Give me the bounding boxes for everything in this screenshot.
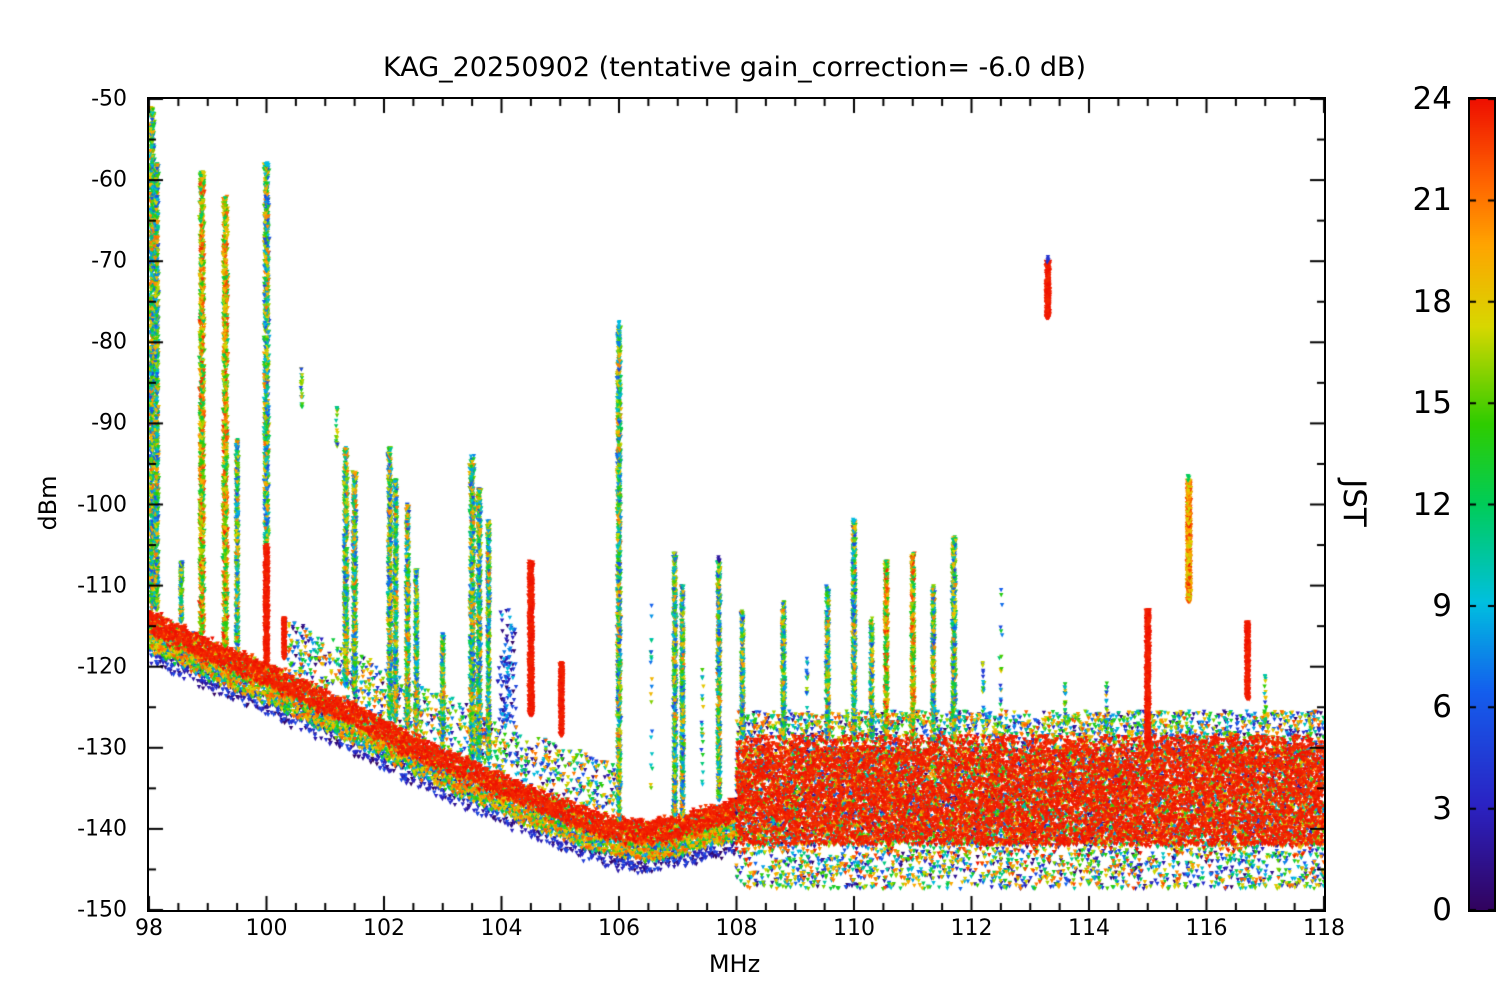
colorbar-tick-label: 18 <box>1412 283 1452 320</box>
colorbar-tick-label: 9 <box>1432 587 1452 624</box>
y-axis-tick-labels: -50 -60 -70 -80 -90 -100 -110 -120 -130 -140 -150 <box>40 87 137 923</box>
y-tick-label: -150 <box>77 897 127 923</box>
colorbar-axis-label: JST <box>1336 479 1372 527</box>
y-tick-label: -70 <box>91 248 127 274</box>
y-tick-label: -50 <box>91 86 127 112</box>
x-axis-label: MHz <box>708 950 761 978</box>
colorbar-tick-label: 6 <box>1432 689 1452 726</box>
x-tick-label: 102 <box>363 916 405 941</box>
colorbar-tick-label: 0 <box>1432 892 1452 928</box>
x-axis-tick-labels: 98 100 102 104 106 108 110 112 114 116 118 <box>135 916 1345 944</box>
y-tick-label: -130 <box>77 735 127 761</box>
y-tick-label: -140 <box>77 816 127 842</box>
x-tick-label: 118 <box>1303 916 1345 941</box>
y-tick-label: -60 <box>91 167 127 193</box>
colorbar-tick-label: 3 <box>1432 790 1452 827</box>
x-tick-label: 100 <box>245 916 288 941</box>
colorbar-tick-label: 15 <box>1412 385 1452 422</box>
y-tick-label: -80 <box>91 329 127 355</box>
colorbar-gradient-canvas <box>1470 99 1494 910</box>
x-tick-label: 106 <box>598 916 640 941</box>
colorbar <box>1468 97 1496 912</box>
x-tick-label: 98 <box>135 916 163 941</box>
y-tick-label: -120 <box>77 654 127 680</box>
x-tick-label: 104 <box>480 916 523 941</box>
x-tick-label: 112 <box>950 916 993 941</box>
x-tick-label: 116 <box>1185 916 1228 941</box>
x-tick-label: 110 <box>833 916 875 941</box>
x-tick-label: 114 <box>1068 916 1110 941</box>
colorbar-tick-label: 24 <box>1412 81 1452 117</box>
chart-title: KAG_20250902 (tentative gain_correction=… <box>382 52 1087 83</box>
colorbar-tick-label: 21 <box>1412 182 1452 219</box>
x-tick-label: 108 <box>715 916 758 941</box>
colorbar-tick-label: 12 <box>1412 486 1452 523</box>
y-tick-label: -100 <box>77 492 127 517</box>
plot-area <box>147 97 1326 912</box>
colorbar-tick-labels: 0 3 6 9 12 15 18 21 24 <box>1355 81 1460 928</box>
scatter-canvas <box>149 99 1324 910</box>
y-tick-label: -110 <box>77 573 127 599</box>
y-tick-label: -90 <box>91 410 127 436</box>
